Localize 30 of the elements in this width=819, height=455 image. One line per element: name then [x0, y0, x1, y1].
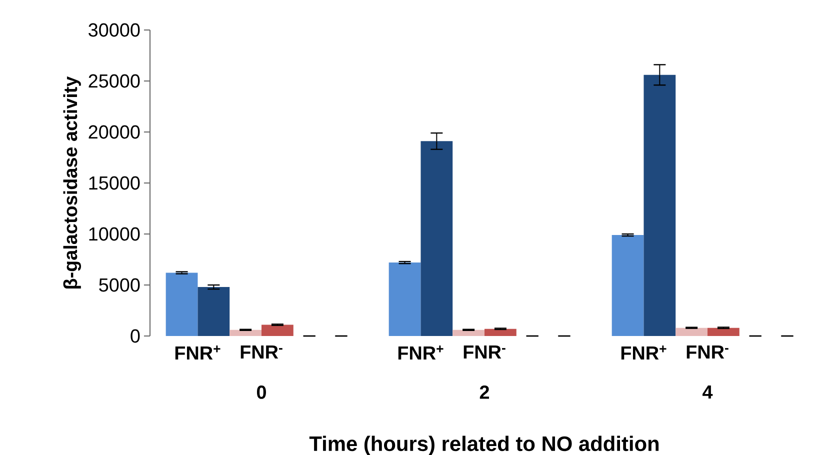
text: FNR$^{-}$: [464, 346, 506, 359]
text: FNR$^{+}$: [621, 346, 666, 360]
x-tick-label: 4: [702, 386, 713, 399]
y-tick-label: 0: [130, 329, 140, 343]
bar: [198, 287, 230, 336]
bar: [452, 330, 485, 336]
bar: [166, 272, 198, 336]
y-tick-label: 30000: [88, 23, 140, 37]
bar: [388, 262, 421, 336]
text: FNR$^{-}$: [686, 346, 728, 359]
bar: [708, 328, 740, 336]
bar: [644, 74, 676, 336]
y-tick-label: 5000: [99, 278, 140, 292]
bar: [484, 328, 516, 336]
x-tick-label: 0: [256, 386, 266, 399]
x-tick-label: 2: [480, 386, 490, 399]
y-tick-label: 10000: [89, 227, 140, 241]
bar: [676, 328, 708, 336]
bar: [262, 324, 294, 336]
y-tick-label: 20000: [88, 125, 140, 139]
text: FNR$^{+}$: [175, 346, 220, 360]
bar: [420, 141, 453, 336]
bar: [612, 235, 644, 336]
text: FNR$^{-}$: [240, 346, 282, 359]
x-axis-title: Time (hours) related to NO addition: [309, 436, 659, 455]
y-axis-title: β-galactosidase activity: [63, 76, 82, 288]
y-tick-label: 25000: [88, 74, 140, 88]
y-tick-label: 15000: [89, 176, 140, 190]
text: FNR$^{+}$: [398, 346, 444, 360]
bar: [230, 330, 262, 336]
